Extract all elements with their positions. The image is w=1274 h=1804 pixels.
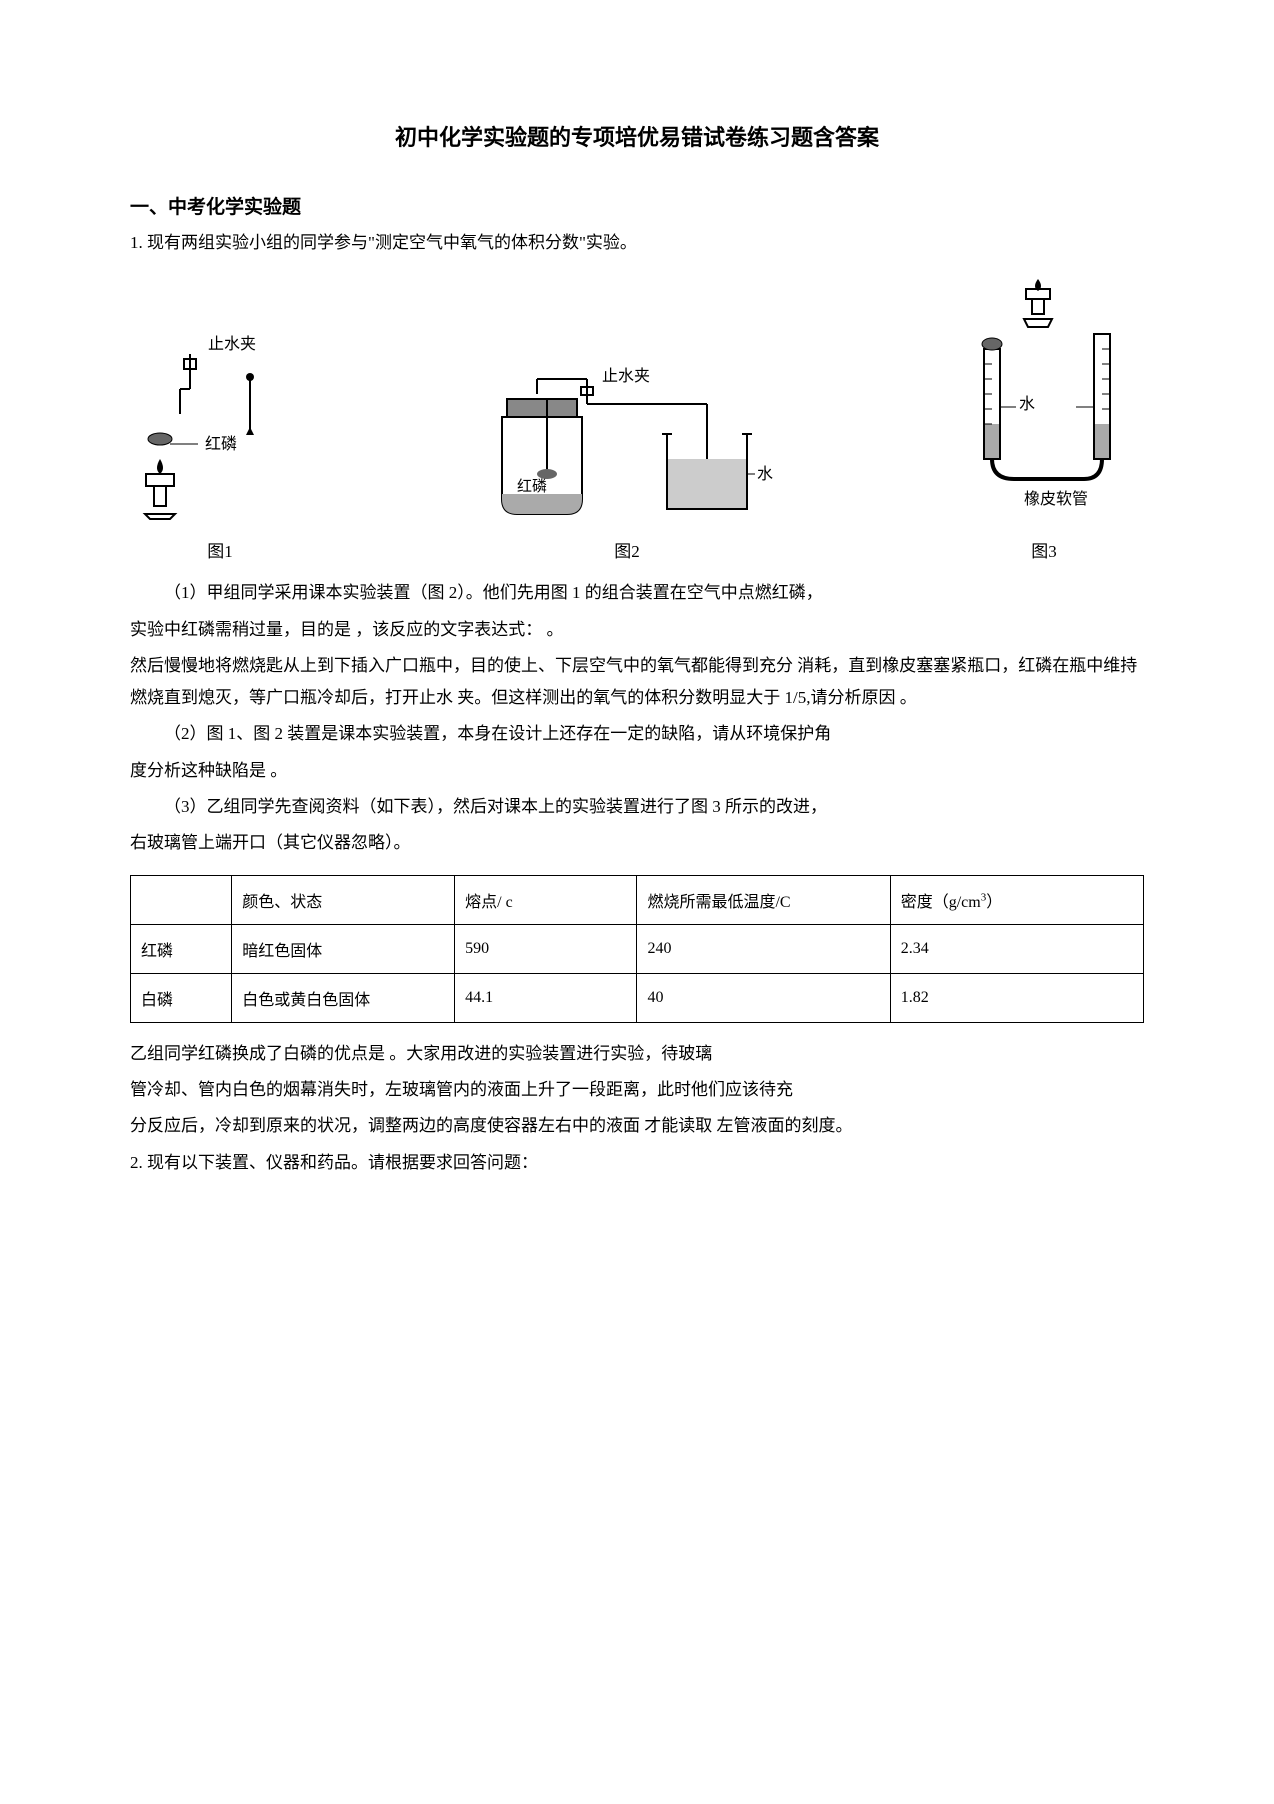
fig2-clamp-label: 止水夹 — [602, 367, 650, 385]
phosphorus-properties-table: 颜色、状态 熔点/ c 燃烧所需最低温度/C 密度（g/cm3） 红磷 暗红色固… — [130, 875, 1144, 1023]
table-row: 红磷 暗红色固体 590 240 2.34 — [131, 924, 1144, 973]
table-cell: 40 — [637, 973, 890, 1022]
q1-part3-line3: 乙组同学红磷换成了白磷的优点是 。大家用改进的实验装置进行实验，待玻璃 — [130, 1038, 1144, 1070]
section-heading: 一、中考化学实验题 — [130, 192, 1144, 219]
table-cell: 白色或黄白色固体 — [232, 973, 455, 1022]
q1-part1-line2: 实验中红磷需稍过量，目的是 ，该反应的文字表达式： 。 — [130, 614, 1144, 646]
figure-container: 止水夹 红磷 图1 止水夹 — [130, 279, 1144, 562]
table-header-empty — [131, 875, 232, 924]
fig3-tube-label: 橡皮软管 — [1024, 490, 1088, 508]
fig3-water-label: 水 — [1019, 395, 1035, 413]
q1-part3-line2: 右玻璃管上端开口（其它仪器忽略）。 — [130, 827, 1144, 859]
table-cell: 白磷 — [131, 973, 232, 1022]
table-header-row: 颜色、状态 熔点/ c 燃烧所需最低温度/C 密度（g/cm3） — [131, 875, 1144, 924]
q1-part1-line1: （1）甲组同学采用课本实验装置（图 2）。他们先用图 1 的组合装置在空气中点燃… — [130, 577, 1144, 609]
question-1-intro: 1. 现有两组实验小组的同学参与"测定空气中氧气的体积分数"实验。 — [130, 227, 1144, 259]
figure-2: 止水夹 红磷 水 — [447, 339, 807, 562]
table-cell: 240 — [637, 924, 890, 973]
q1-part2-line1: （2）图 1、图 2 装置是课本实验装置，本身在设计上还存在一定的缺陷，请从环境… — [130, 718, 1144, 750]
table-header-melting: 熔点/ c — [455, 875, 637, 924]
table-header-density: 密度（g/cm3） — [890, 875, 1143, 924]
table-row: 白磷 白色或黄白色固体 44.1 40 1.82 — [131, 973, 1144, 1022]
table-cell: 红磷 — [131, 924, 232, 973]
figure-1-diagram: 止水夹 红磷 — [130, 319, 310, 529]
table-cell: 1.82 — [890, 973, 1143, 1022]
table-cell: 暗红色固体 — [232, 924, 455, 973]
table-cell: 44.1 — [455, 973, 637, 1022]
table-header-combustion: 燃烧所需最低温度/C — [637, 875, 890, 924]
figure-3-diagram: 水 橡皮软管 — [944, 279, 1144, 529]
q1-part1-line3: 然后慢慢地将燃烧匙从上到下插入广口瓶中，目的使上、下层空气中的氧气都能得到充分 … — [130, 650, 1144, 715]
table-cell: 590 — [455, 924, 637, 973]
q1-part3-line5: 分反应后，冷却到原来的状况，调整两边的高度使容器左右中的液面 才能读取 左管液面… — [130, 1110, 1144, 1142]
fig1-clamp-label: 止水夹 — [208, 335, 256, 353]
figure-3: 水 橡皮软管 图3 — [944, 279, 1144, 562]
table-cell: 2.34 — [890, 924, 1143, 973]
table-header-color: 颜色、状态 — [232, 875, 455, 924]
page-title: 初中化学实验题的专项培优易错试卷练习题含答案 — [130, 120, 1144, 152]
question-2-intro: 2. 现有以下装置、仪器和药品。请根据要求回答问题： — [130, 1147, 1144, 1179]
figure-2-caption: 图2 — [614, 537, 640, 562]
figure-3-caption: 图3 — [1031, 537, 1057, 562]
figure-1-caption: 图1 — [207, 537, 233, 562]
figure-2-diagram: 止水夹 红磷 水 — [447, 339, 807, 529]
fig1-phosphorus-label: 红磷 — [205, 435, 237, 453]
fig2-water-label: 水 — [757, 465, 773, 483]
q1-part2-line2: 度分析这种缺陷是 。 — [130, 755, 1144, 787]
q1-part3-line4: 管冷却、管内白色的烟幕消失时，左玻璃管内的液面上升了一段距离，此时他们应该待充 — [130, 1074, 1144, 1106]
figure-1: 止水夹 红磷 图1 — [130, 319, 310, 562]
fig2-phosphorus-label: 红磷 — [517, 478, 547, 495]
q1-part3-line1: （3）乙组同学先查阅资料（如下表），然后对课本上的实验装置进行了图 3 所示的改… — [130, 791, 1144, 823]
